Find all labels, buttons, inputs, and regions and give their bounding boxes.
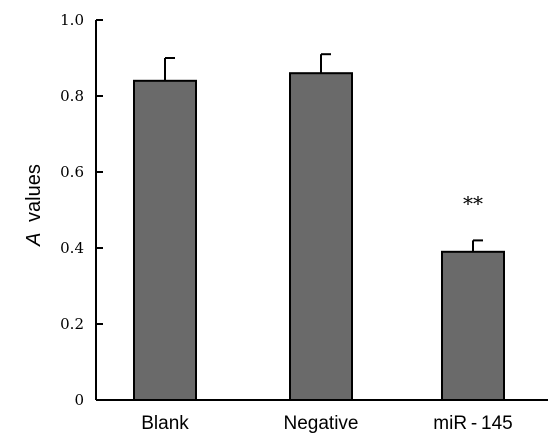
y-tick-label: 0: [74, 391, 84, 409]
y-tick-label: 0.8: [60, 87, 84, 105]
y-tick-label: 0.4: [60, 239, 84, 257]
bar: [133, 79, 197, 402]
y-axis-title-italic: A: [23, 233, 45, 247]
bars: [133, 72, 505, 402]
y-tick-label: 0.6: [60, 163, 84, 181]
y-tick-label: 1.0: [60, 11, 84, 29]
x-axis-labels: Blank Negative miR - 145: [141, 413, 512, 434]
bar: [289, 72, 353, 401]
annotations: **: [463, 191, 483, 215]
error-bars: [164, 53, 483, 252]
y-axis-title: A values: [23, 164, 45, 247]
x-tick-label: miR - 145: [433, 413, 512, 434]
svg-text:A values: A values: [23, 164, 45, 247]
bar: [441, 250, 505, 401]
x-tick-label: Blank: [141, 413, 189, 434]
y-axis-title-text: values: [23, 164, 45, 222]
y-tick-label: 0.2: [60, 315, 84, 333]
y-axis-ticks: 0 0.2 0.4 0.6 0.8 1.0: [60, 11, 103, 409]
significance-annotation: **: [463, 191, 483, 215]
x-tick-label: Negative: [284, 413, 359, 434]
